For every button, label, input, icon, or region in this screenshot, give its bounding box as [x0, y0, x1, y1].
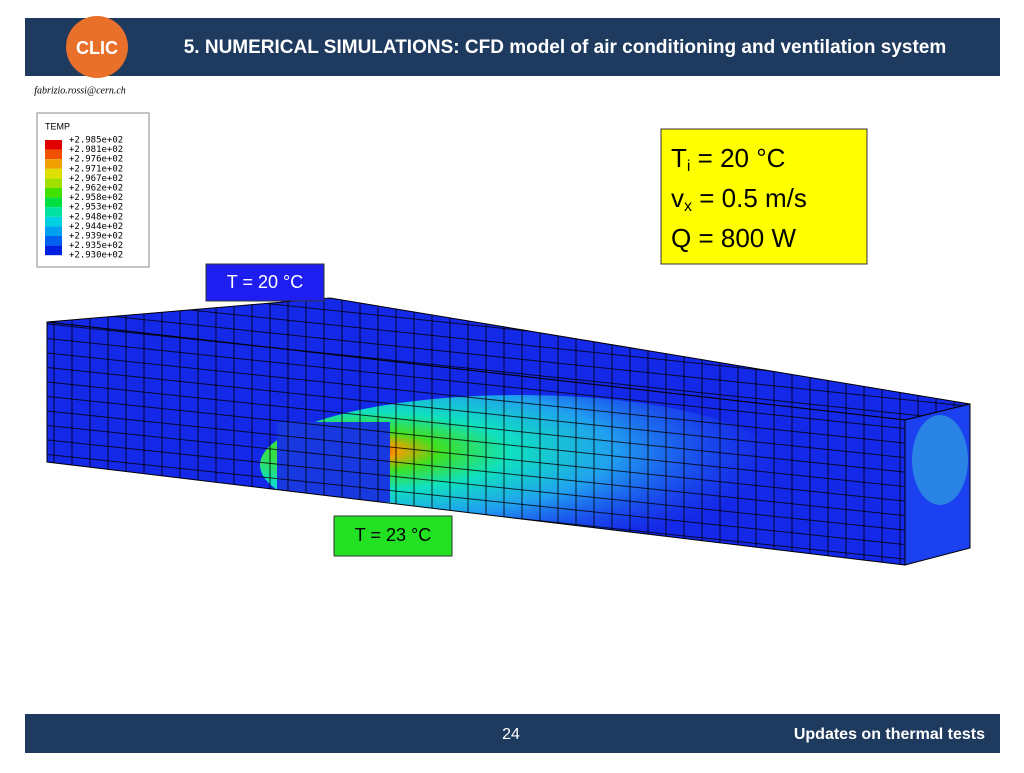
legend-label: +2.967e+02: [69, 174, 123, 184]
legend-swatch: [45, 236, 62, 246]
info-line: Ti = 20 °C: [671, 143, 785, 175]
logo-text: CLIC: [76, 38, 118, 58]
legend-label: +2.981e+02: [69, 145, 123, 155]
slide-title: 5. NUMERICAL SIMULATIONS: CFD model of a…: [184, 37, 947, 58]
legend-swatch: [45, 178, 62, 188]
author: fabrizio.rossi@cern.ch: [34, 85, 126, 96]
legend-label: +2.985e+02: [69, 136, 123, 146]
info-rest: = 20 °C: [690, 143, 785, 173]
legend-swatch: [45, 245, 62, 256]
legend-label: +2.976e+02: [69, 155, 123, 165]
legend-label: +2.953e+02: [69, 203, 123, 213]
info-main: v: [671, 183, 684, 213]
legend-swatch: [45, 216, 62, 227]
legend-swatch: [45, 140, 62, 150]
legend-label: +2.962e+02: [69, 184, 123, 194]
legend-title: TEMP: [45, 121, 70, 131]
legend-label: +2.958e+02: [69, 193, 123, 203]
legend-swatch: [45, 159, 62, 169]
info-line: vx = 0.5 m/s: [671, 183, 807, 215]
legend: +2.985e+02+2.981e+02+2.976e+02+2.971e+02…: [45, 136, 123, 261]
legend-label: +2.971e+02: [69, 164, 123, 174]
info-sub: i: [687, 158, 691, 175]
legend-label: +2.944e+02: [69, 222, 123, 232]
legend-swatch: [45, 207, 62, 217]
inlet-box: [205, 263, 325, 302]
legend-swatch: [45, 197, 62, 208]
box-top-grid: [47, 298, 970, 420]
source-label: T = 23 °C: [355, 525, 431, 545]
legend-swatch: [45, 226, 62, 236]
legend-swatch: [45, 188, 62, 198]
info-main: Q = 800 W: [671, 223, 796, 253]
legend-label: +2.948e+02: [69, 212, 123, 222]
header-bar: [25, 18, 1000, 76]
info-rest: = 0.5 m/s: [692, 183, 807, 213]
outlet: [912, 415, 968, 505]
box-outline: [46, 321, 906, 566]
info-line: Q = 800 W: [671, 223, 796, 253]
info-lines: Ti = 20 °Cvx = 0.5 m/sQ = 800 W: [671, 143, 807, 253]
legend-swatch: [45, 149, 62, 160]
logo: [66, 16, 128, 78]
legend-label: +2.939e+02: [69, 232, 123, 242]
legend-label: +2.935e+02: [69, 241, 123, 251]
footer-bar: [25, 714, 1000, 753]
footer-title: Updates on thermal tests: [794, 726, 985, 743]
info-box: [660, 128, 868, 265]
page-number: 24: [502, 726, 520, 743]
source-box: [333, 515, 453, 557]
info-main: T: [671, 143, 687, 173]
inlet-label: T = 20 °C: [227, 272, 303, 292]
legend-label: +2.930e+02: [69, 251, 123, 261]
legend-swatch: [45, 168, 62, 179]
info-sub: x: [684, 198, 692, 215]
